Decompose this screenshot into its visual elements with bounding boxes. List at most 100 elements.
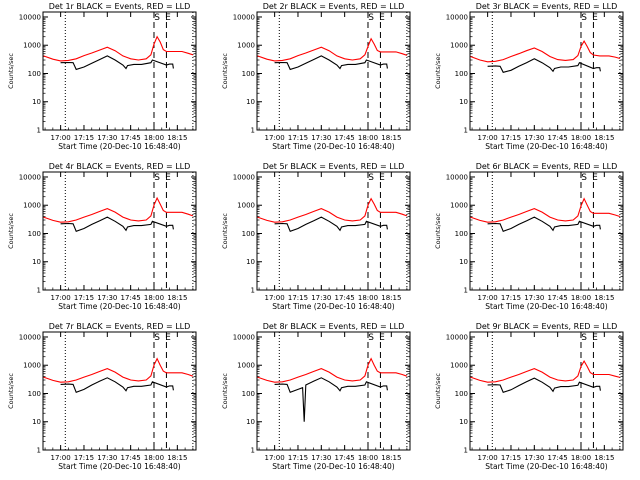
marker-s: S bbox=[154, 173, 160, 183]
y-tick-label: 1 bbox=[251, 287, 255, 295]
x-tick-label: 17:30 bbox=[311, 134, 331, 142]
x-tick-label: 18:15 bbox=[594, 454, 614, 462]
x-tick-label: 17:15 bbox=[501, 294, 521, 302]
x-tick-label: 17:15 bbox=[501, 134, 521, 142]
y-tick-label: 100 bbox=[455, 70, 468, 78]
y-tick-label: 100 bbox=[455, 390, 468, 398]
x-tick-label: 17:00 bbox=[265, 294, 285, 302]
events-series-line bbox=[274, 216, 388, 232]
y-tick-label: 1000 bbox=[237, 202, 255, 210]
y-tick-label: 10000 bbox=[233, 173, 255, 181]
y-tick-label: 1 bbox=[37, 287, 41, 295]
y-tick-label: 100 bbox=[28, 230, 41, 238]
y-tick-label: 10000 bbox=[446, 173, 468, 181]
x-axis-label: Start Time (20-Dec-10 16:48:40) bbox=[58, 302, 180, 311]
x-tick-label: 18:15 bbox=[167, 294, 187, 302]
x-tick-label: 17:15 bbox=[288, 134, 308, 142]
x-axis-label: Start Time (20-Dec-10 16:48:40) bbox=[485, 302, 607, 311]
marker-e: E bbox=[379, 333, 385, 343]
y-axis-label: Counts/sec bbox=[434, 213, 442, 249]
panel-6: Det 6r BLACK = Events, RED = LLD 1 10 100 10… bbox=[434, 162, 624, 311]
y-tick-label: 1000 bbox=[450, 362, 468, 370]
x-tick-label: 18:15 bbox=[381, 294, 401, 302]
y-tick-label: 10 bbox=[246, 258, 255, 266]
y-tick-label: 1 bbox=[464, 287, 468, 295]
marker-s: S bbox=[368, 13, 374, 23]
y-tick-label: 10 bbox=[32, 98, 41, 106]
y-tick-label: 10000 bbox=[233, 333, 255, 341]
y-tick-label: 1 bbox=[464, 127, 468, 135]
x-tick-label: 17:45 bbox=[548, 294, 568, 302]
x-tick-label: 17:30 bbox=[97, 454, 117, 462]
x-tick-label: 17:00 bbox=[51, 454, 71, 462]
x-tick-label: 17:15 bbox=[74, 134, 94, 142]
lld-series-line bbox=[470, 359, 621, 383]
panel-7: Det 7r BLACK = Events, RED = LLD 1 10 100 10… bbox=[7, 322, 197, 471]
y-tick-label: 100 bbox=[242, 390, 255, 398]
x-tick-label: 17:30 bbox=[524, 134, 544, 142]
plot-frame bbox=[42, 171, 197, 291]
plot-frame bbox=[469, 331, 624, 451]
y-tick-label: 10 bbox=[459, 98, 468, 106]
y-tick-label: 100 bbox=[242, 70, 255, 78]
x-tick-label: 17:30 bbox=[97, 134, 117, 142]
y-tick-label: 1000 bbox=[237, 362, 255, 370]
lld-series-line bbox=[43, 35, 194, 62]
y-axis-label: Counts/sec bbox=[7, 373, 15, 409]
x-tick-label: 18:00 bbox=[144, 294, 164, 302]
plot-frame bbox=[42, 11, 197, 131]
y-tick-label: 1 bbox=[251, 127, 255, 135]
plot-frame bbox=[256, 11, 411, 131]
x-tick-label: 18:00 bbox=[144, 454, 164, 462]
lld-series-line bbox=[470, 197, 621, 223]
y-tick-label: 10 bbox=[246, 418, 255, 426]
marker-e: E bbox=[592, 173, 598, 183]
plot-frame bbox=[469, 171, 624, 291]
x-tick-label: 17:45 bbox=[335, 454, 355, 462]
panel-8: Det 8r BLACK = Events, RED = LLD 1 10 100 10… bbox=[221, 322, 411, 471]
marker-e: E bbox=[379, 173, 385, 183]
panel-title: Det 3r BLACK = Events, RED = LLD bbox=[476, 2, 618, 11]
x-tick-label: 17:15 bbox=[501, 454, 521, 462]
x-tick-label: 18:00 bbox=[358, 134, 378, 142]
marker-e: E bbox=[592, 13, 598, 23]
y-tick-label: 100 bbox=[28, 70, 41, 78]
y-axis-label: Counts/sec bbox=[221, 373, 229, 409]
y-axis-label: Counts/sec bbox=[434, 53, 442, 89]
y-tick-label: 10000 bbox=[446, 13, 468, 21]
y-axis-label: Counts/sec bbox=[434, 373, 442, 409]
x-tick-label: 17:30 bbox=[97, 294, 117, 302]
lld-series-line bbox=[257, 197, 408, 223]
panel-title: Det 2r BLACK = Events, RED = LLD bbox=[263, 2, 405, 11]
y-tick-label: 1 bbox=[37, 447, 41, 455]
x-tick-label: 18:00 bbox=[571, 454, 591, 462]
x-tick-label: 17:45 bbox=[121, 454, 141, 462]
events-series-line bbox=[60, 377, 174, 394]
y-tick-label: 10 bbox=[459, 258, 468, 266]
y-tick-label: 10 bbox=[459, 418, 468, 426]
events-series-line bbox=[487, 58, 601, 73]
y-tick-label: 10000 bbox=[19, 173, 41, 181]
y-tick-label: 1000 bbox=[23, 202, 41, 210]
panel-title: Det 9r BLACK = Events, RED = LLD bbox=[476, 322, 618, 331]
lld-series-line bbox=[470, 39, 621, 63]
y-tick-label: 10000 bbox=[446, 333, 468, 341]
x-axis-label: Start Time (20-Dec-10 16:48:40) bbox=[272, 302, 394, 311]
events-series-line bbox=[487, 377, 601, 393]
y-tick-label: 1000 bbox=[237, 42, 255, 50]
x-tick-label: 17:15 bbox=[74, 454, 94, 462]
y-tick-label: 10000 bbox=[19, 333, 41, 341]
marker-s: S bbox=[368, 173, 374, 183]
events-series-line bbox=[487, 216, 601, 232]
panel-title: Det 5r BLACK = Events, RED = LLD bbox=[263, 162, 405, 171]
x-tick-label: 17:00 bbox=[265, 454, 285, 462]
x-tick-label: 17:00 bbox=[51, 294, 71, 302]
y-tick-label: 100 bbox=[455, 230, 468, 238]
x-tick-label: 18:15 bbox=[594, 294, 614, 302]
marker-s: S bbox=[154, 13, 160, 23]
x-axis-label: Start Time (20-Dec-10 16:48:40) bbox=[485, 142, 607, 151]
x-axis-label: Start Time (20-Dec-10 16:48:40) bbox=[58, 142, 180, 151]
panel-title: Det 6r BLACK = Events, RED = LLD bbox=[476, 162, 618, 171]
y-tick-label: 1 bbox=[37, 127, 41, 135]
